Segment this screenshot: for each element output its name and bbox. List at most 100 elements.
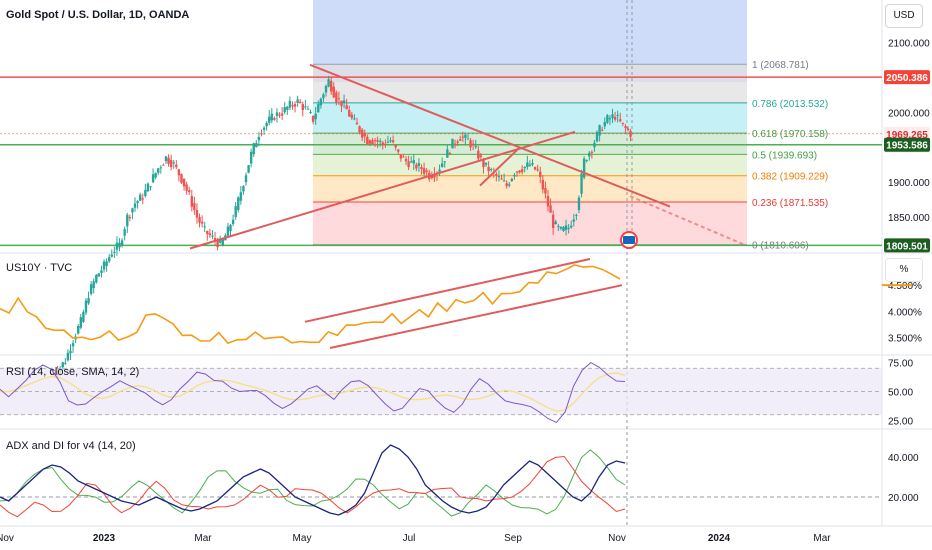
price-tick-label: 1900.000 — [888, 178, 930, 189]
candle-body — [409, 161, 413, 163]
fib-level-label: 0.618 (1970.158) — [752, 129, 828, 140]
candle-body — [319, 98, 323, 106]
candle-body — [177, 169, 181, 176]
currency-button[interactable]: USD — [885, 4, 923, 28]
candle-body — [105, 261, 108, 266]
price-badge-value: 2050.386 — [886, 73, 928, 84]
candle-body — [133, 203, 137, 208]
candle-body — [296, 99, 299, 103]
candle-body — [399, 154, 403, 159]
candle-body — [577, 197, 581, 211]
candle-body — [164, 156, 168, 162]
candle-body — [404, 158, 408, 162]
candle-body — [84, 300, 88, 313]
candle-body — [211, 235, 214, 237]
candle-body — [544, 187, 547, 194]
yield-tick-label: 3.500% — [888, 334, 922, 345]
candle-body — [412, 160, 415, 164]
candle-body — [180, 173, 183, 183]
candle-body — [123, 229, 126, 236]
candle-body — [585, 160, 588, 162]
price-badge[interactable] — [884, 70, 930, 85]
candle-body — [451, 138, 454, 149]
candle-body — [515, 171, 519, 173]
candle-body — [613, 116, 617, 120]
candle-body — [417, 163, 421, 166]
di-minus-line — [0, 455, 626, 518]
candle-body — [557, 225, 560, 227]
trend-line[interactable] — [479, 146, 521, 187]
candle-body — [440, 163, 444, 168]
candle-body — [523, 166, 526, 169]
time-tick-label: May — [293, 533, 312, 544]
candle-body — [502, 180, 506, 182]
price-tick-label: 1850.000 — [888, 213, 930, 224]
candle-body — [208, 233, 212, 236]
candle-body — [477, 150, 480, 159]
candle-body — [120, 240, 124, 246]
price-badge-value: 1953.586 — [886, 141, 928, 152]
candle-body — [487, 167, 490, 172]
candle-body — [136, 201, 139, 204]
time-tick-label: Nov — [0, 533, 14, 544]
candle-body — [283, 107, 286, 113]
candle-body — [299, 101, 302, 104]
candle-body — [195, 210, 199, 218]
candle-body — [505, 183, 508, 186]
candle-body — [247, 165, 250, 173]
candle-body — [100, 270, 103, 273]
candle-body — [213, 238, 217, 241]
candle-body — [311, 115, 315, 122]
rsi-tick-label: 75.00 — [888, 358, 913, 369]
candle-body — [541, 179, 545, 190]
drawing-trendlines[interactable] — [189, 63, 746, 250]
rsi-tick-label: 50.00 — [888, 388, 913, 399]
candle-body — [244, 175, 248, 183]
candle-body — [531, 162, 534, 165]
trend-line[interactable] — [189, 130, 576, 250]
candle-body — [593, 142, 596, 148]
candle-body — [239, 192, 243, 201]
trend-line[interactable] — [309, 63, 671, 208]
candle-body — [490, 169, 493, 171]
time-tick-label: Sep — [504, 533, 522, 544]
candle-body — [306, 108, 310, 110]
yield-pane-label[interactable]: US10Y · TVC — [6, 262, 73, 274]
price-axis: 1850.0001900.0001950.0002000.0002050.000… — [884, 38, 930, 253]
candle-body — [549, 205, 552, 213]
fibonacci-retracement[interactable]: 1 (2068.781) 0.786 (2013.532) 0.618 (1970.… — [313, 60, 828, 252]
candle-body — [415, 164, 418, 169]
candle-body — [288, 100, 292, 108]
candle-body — [381, 142, 384, 145]
yield-channel-lower[interactable] — [329, 284, 623, 349]
candle-body — [144, 189, 147, 197]
adx-pane-label[interactable]: ADX and DI for v4 (14, 20) — [6, 440, 136, 452]
candle-body — [141, 198, 144, 200]
yield-channel-upper[interactable] — [304, 258, 591, 323]
us10y-line — [0, 264, 621, 345]
candle-body — [193, 203, 196, 211]
candle-body — [443, 161, 446, 163]
candle-body — [332, 86, 335, 98]
rsi-tick-label: 25.00 — [888, 417, 913, 428]
rsi-pane-label[interactable]: RSI (14, close, SMA, 14, 2) — [6, 366, 140, 378]
percent-scale-button[interactable]: % — [885, 258, 923, 282]
candle-body — [262, 127, 266, 130]
candle-body — [273, 118, 276, 120]
candle-body — [182, 178, 186, 187]
candle-body — [358, 126, 361, 133]
yield-tick-label: 4.500% — [888, 281, 922, 292]
candle-body — [77, 325, 80, 334]
candle-body — [249, 151, 253, 164]
candle-body — [92, 281, 95, 289]
candle-body — [293, 104, 297, 107]
price-tick-label: 2100.000 — [888, 38, 930, 49]
candle-body — [257, 136, 261, 141]
candle-body — [188, 190, 191, 193]
price-badge[interactable] — [884, 238, 930, 253]
candle-body — [115, 242, 119, 250]
candle-body — [389, 140, 392, 142]
price-badge[interactable] — [884, 137, 930, 152]
candle-body — [425, 170, 428, 172]
